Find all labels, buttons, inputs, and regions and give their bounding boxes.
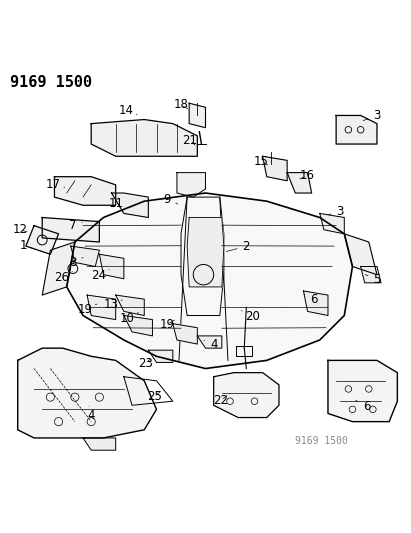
Text: 4: 4 (88, 406, 95, 422)
Text: 19: 19 (78, 303, 97, 316)
Polygon shape (173, 324, 197, 344)
Text: 19: 19 (159, 318, 175, 331)
Polygon shape (87, 295, 115, 320)
Polygon shape (328, 360, 397, 422)
Text: 22: 22 (213, 394, 229, 407)
Text: 24: 24 (91, 269, 109, 282)
Polygon shape (187, 217, 224, 287)
Text: 12: 12 (12, 223, 27, 236)
Polygon shape (189, 103, 206, 128)
Polygon shape (42, 217, 99, 242)
Text: 6: 6 (356, 400, 370, 413)
Polygon shape (115, 295, 144, 316)
Polygon shape (197, 336, 222, 348)
Polygon shape (67, 193, 353, 368)
Text: 25: 25 (147, 390, 162, 403)
Polygon shape (83, 438, 115, 450)
Text: 18: 18 (173, 99, 189, 111)
Text: 8: 8 (69, 256, 83, 269)
Polygon shape (303, 291, 328, 316)
Polygon shape (124, 316, 152, 336)
Polygon shape (42, 242, 75, 295)
Polygon shape (344, 234, 377, 274)
Text: 9169 1500: 9169 1500 (296, 436, 348, 446)
Text: 14: 14 (118, 104, 137, 117)
Text: 7: 7 (69, 219, 83, 232)
Text: 21: 21 (182, 134, 198, 147)
Polygon shape (360, 266, 381, 283)
Text: 15: 15 (254, 155, 269, 168)
Text: 6: 6 (304, 294, 317, 306)
Text: 9169 1500: 9169 1500 (9, 75, 92, 90)
Polygon shape (263, 156, 287, 181)
Text: 11: 11 (108, 197, 126, 209)
Text: 17: 17 (46, 179, 65, 191)
Polygon shape (148, 350, 173, 362)
Polygon shape (91, 119, 197, 156)
Polygon shape (320, 213, 344, 234)
Text: 13: 13 (103, 297, 122, 311)
Text: 23: 23 (138, 357, 152, 370)
Polygon shape (18, 348, 157, 438)
Text: 10: 10 (120, 312, 139, 325)
Polygon shape (55, 177, 115, 205)
Text: 2: 2 (226, 240, 250, 253)
Text: 3: 3 (363, 109, 381, 122)
Text: 16: 16 (299, 169, 314, 182)
Polygon shape (26, 225, 58, 254)
Text: 4: 4 (204, 337, 217, 351)
Polygon shape (214, 373, 279, 417)
Polygon shape (99, 254, 124, 279)
Text: 5: 5 (365, 273, 381, 286)
Text: 9: 9 (163, 192, 178, 206)
Polygon shape (336, 116, 377, 144)
Polygon shape (177, 173, 206, 197)
Polygon shape (287, 173, 312, 193)
Polygon shape (71, 246, 99, 266)
Text: 26: 26 (54, 271, 72, 285)
Polygon shape (112, 193, 148, 217)
Text: 1: 1 (20, 239, 32, 252)
Text: 3: 3 (329, 205, 344, 218)
Text: 20: 20 (241, 310, 260, 323)
